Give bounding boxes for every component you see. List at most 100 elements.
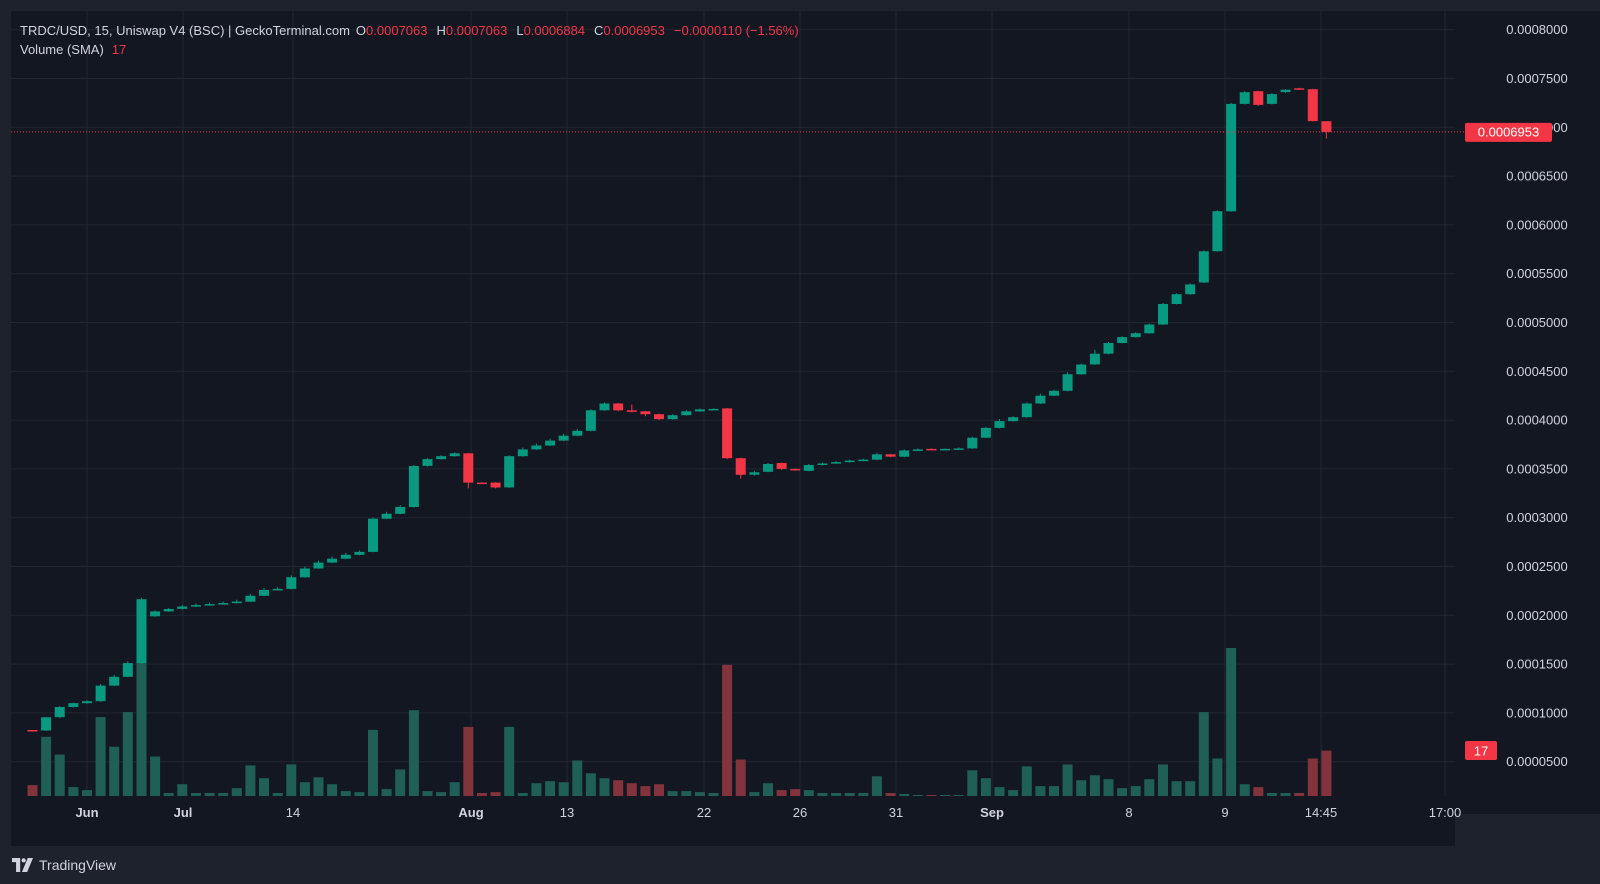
candle-body — [177, 606, 188, 609]
candle-body — [940, 448, 950, 451]
volume-bar — [27, 785, 38, 796]
tradingview-brand[interactable]: TradingView — [12, 854, 116, 876]
volume-bar — [694, 792, 705, 796]
candle-body — [231, 601, 242, 604]
volume-bar — [858, 793, 869, 796]
volume-bar — [1049, 786, 1059, 796]
ohlc-row: TRDC/USD, 15, Uniswap V4 (BSC) | GeckoTe… — [20, 21, 799, 40]
candle-body — [136, 599, 147, 664]
x-tick-label: Aug — [458, 805, 483, 820]
volume-bar — [245, 765, 256, 796]
volume-bar — [95, 717, 106, 796]
candle-body — [368, 518, 378, 552]
candle-body — [1171, 294, 1182, 304]
volume-bar — [885, 793, 896, 796]
candle-body — [1212, 211, 1223, 252]
price-scale-background[interactable] — [1455, 11, 1600, 814]
candle-body — [763, 464, 773, 472]
candle-body — [395, 507, 406, 514]
candle-body — [667, 415, 678, 420]
volume-bar — [572, 760, 583, 796]
volume-bar — [708, 793, 719, 796]
candle-body — [1158, 304, 1168, 325]
candle-body — [327, 558, 338, 563]
time-scale-background[interactable] — [11, 814, 1455, 846]
volume-bar — [980, 778, 991, 796]
candle-body — [531, 445, 542, 450]
volume-bar — [531, 783, 542, 796]
volume-bar — [1117, 788, 1128, 796]
volume-badge-label: 17 — [1474, 744, 1488, 759]
volume-bar — [667, 791, 678, 796]
volume-bar — [1294, 793, 1305, 796]
candle-body — [354, 551, 365, 555]
volume-bar — [136, 648, 147, 796]
candle-body — [1130, 333, 1141, 338]
y-tick-label: 0.0008000 — [1506, 22, 1567, 37]
candle-body — [449, 453, 460, 457]
x-tick-label: 22 — [697, 805, 711, 820]
volume-bars — [27, 648, 1332, 796]
volume-bar — [259, 778, 269, 796]
volume-bar — [82, 790, 92, 796]
volume-bar — [681, 791, 692, 796]
volume-bar — [763, 783, 773, 796]
candle-body — [1103, 343, 1114, 354]
volume-bar — [749, 792, 760, 796]
volume-bar — [1076, 780, 1087, 796]
volume-bar — [1035, 786, 1046, 796]
volume-bar — [422, 791, 433, 796]
volume-bar — [190, 793, 201, 796]
candle-body — [313, 562, 324, 569]
volume-bar — [967, 770, 978, 796]
candle-body — [517, 449, 528, 457]
y-tick-label: 0.0002500 — [1506, 559, 1567, 574]
candle-body — [1266, 94, 1277, 104]
candle-body — [1185, 284, 1196, 295]
x-tick-label: 17:00 — [1429, 805, 1462, 820]
candle-body — [858, 459, 869, 462]
candle-body — [218, 603, 229, 605]
candle-body — [82, 701, 92, 704]
candle-body — [408, 466, 419, 507]
x-tick-label: 14:45 — [1305, 805, 1338, 820]
candle-body — [1062, 374, 1073, 391]
y-tick-label: 0.0007500 — [1506, 71, 1567, 86]
volume-bar — [327, 784, 338, 796]
volume-bar — [1021, 766, 1032, 796]
high-label: H — [436, 23, 446, 38]
volume-bar — [844, 793, 855, 796]
volume-bar — [803, 790, 814, 796]
volume-bar — [1307, 758, 1318, 796]
volume-bar — [613, 780, 624, 796]
candle-body — [1321, 121, 1332, 132]
volume-bar — [109, 746, 120, 796]
volume-bar — [1171, 781, 1182, 796]
volume-bar — [1103, 779, 1114, 796]
candle-body — [1226, 103, 1237, 212]
volume-bar — [831, 793, 842, 796]
volume-bar — [436, 792, 447, 796]
volume-bar — [940, 795, 950, 796]
axis-badges: 0.0006953 17 — [1465, 122, 1552, 760]
volume-bar — [177, 784, 188, 796]
volume-bar — [41, 736, 52, 796]
candle-body — [899, 450, 910, 457]
volume-bar — [408, 710, 419, 796]
volume-bar — [218, 793, 229, 796]
candle-body — [340, 554, 351, 559]
volume-bar — [899, 794, 910, 796]
candle-body — [912, 449, 923, 451]
volume-bar — [1008, 790, 1019, 796]
candle-body — [967, 437, 978, 449]
candle-body — [490, 482, 501, 488]
candle-body — [694, 409, 705, 412]
y-tick-label: 0.0001000 — [1506, 705, 1567, 720]
candle-body — [749, 472, 760, 475]
volume-bar — [558, 782, 569, 796]
candle-body — [504, 456, 515, 488]
candle-body — [1049, 390, 1059, 396]
volume-bar — [504, 726, 515, 796]
candle-body — [994, 421, 1005, 428]
